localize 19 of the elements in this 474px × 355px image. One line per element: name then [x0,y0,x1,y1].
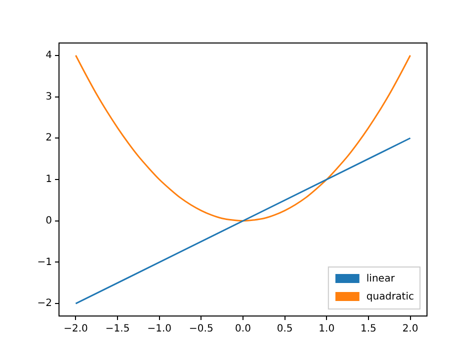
x-tick-label: −0.5 [189,324,214,335]
y-tick-label: 0 [46,215,52,226]
y-tick-label: −1 [37,256,52,268]
x-tick-label: 1.0 [318,324,335,335]
y-tick-label: 3 [46,91,52,102]
x-tick-label: 0.0 [235,324,251,335]
x-tick-label: −1.5 [105,324,130,335]
y-tick-label: 4 [46,50,52,62]
x-tick-label: −2.0 [64,324,88,335]
line-series [74,54,412,222]
legend-label: linear [366,274,396,285]
x-tick-label: −1.0 [147,324,172,335]
x-tick-label: 0.5 [276,324,293,335]
y-tick-label: 1 [46,174,52,186]
x-tick-label: 1.5 [360,324,376,335]
y-tick-label: 2 [46,132,52,144]
y-tick-label: −2 [37,298,52,310]
x-tick-label: 2.0 [402,324,418,335]
legend-label: quadratic [366,292,414,303]
